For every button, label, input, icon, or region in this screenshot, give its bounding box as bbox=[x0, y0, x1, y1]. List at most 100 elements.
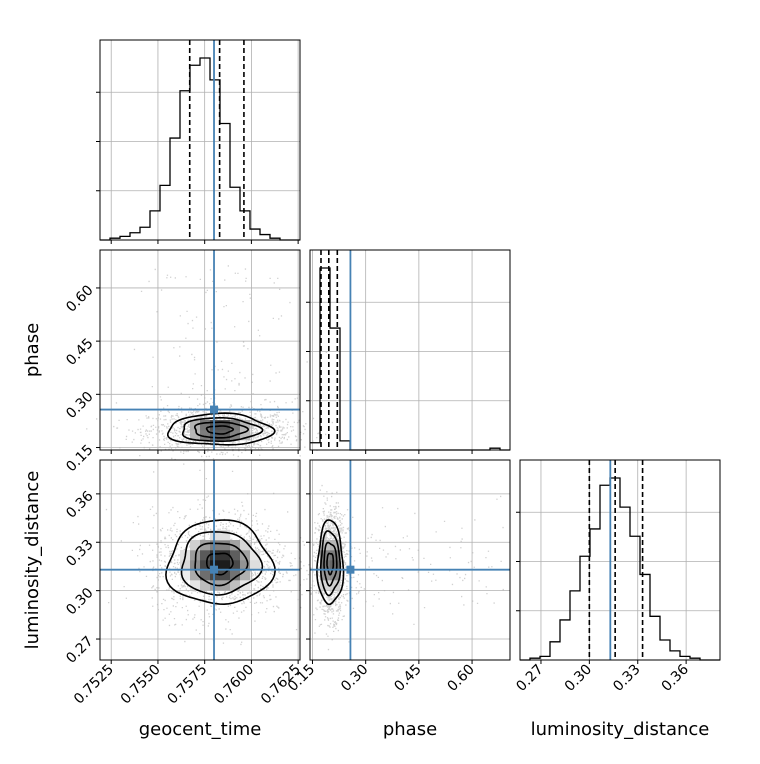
density-cell bbox=[330, 560, 341, 571]
x-axis-label: luminosity_distance bbox=[531, 719, 710, 740]
density-cell bbox=[210, 570, 221, 581]
density-cell bbox=[210, 560, 221, 571]
joint-panel-geocent_time-luminosity_distance bbox=[100, 460, 300, 660]
density-cell bbox=[200, 570, 211, 581]
y-axis-label: phase bbox=[22, 323, 43, 377]
density-cell bbox=[230, 580, 241, 591]
x-tick-label: 0.36 bbox=[659, 661, 692, 694]
density-cell bbox=[230, 560, 241, 571]
density-cell bbox=[220, 430, 231, 441]
density-cell bbox=[190, 570, 201, 581]
density-cell bbox=[220, 540, 231, 551]
density-cell bbox=[320, 580, 331, 591]
x-axis-label: phase bbox=[383, 719, 437, 740]
density-cell bbox=[240, 550, 251, 561]
density-cell bbox=[200, 420, 211, 431]
density-cell bbox=[210, 550, 221, 561]
x-axis-label: geocent_time bbox=[139, 719, 262, 740]
contour-line bbox=[167, 412, 276, 446]
panel-frame bbox=[99, 249, 301, 451]
density-cell bbox=[200, 540, 211, 551]
y-tick-label: 0.30 bbox=[63, 389, 96, 422]
contour-line bbox=[180, 531, 264, 596]
density-cell bbox=[240, 540, 251, 551]
density-cell bbox=[220, 560, 231, 571]
contour-line bbox=[193, 421, 250, 439]
histogram-phase bbox=[310, 267, 510, 451]
density-cell bbox=[220, 550, 231, 561]
density-cell bbox=[200, 430, 211, 441]
density-cell bbox=[240, 570, 251, 581]
contour-line bbox=[206, 552, 234, 576]
density-cell bbox=[180, 560, 191, 571]
density-cell bbox=[240, 420, 251, 431]
density-cell bbox=[210, 420, 221, 431]
density-cell bbox=[190, 540, 201, 551]
density-cell bbox=[210, 530, 221, 541]
panel-frame bbox=[309, 459, 511, 661]
contour-line bbox=[326, 552, 335, 576]
truth-marker bbox=[210, 405, 219, 414]
density-cell bbox=[190, 580, 201, 591]
contour-line bbox=[165, 519, 276, 606]
density-cell bbox=[330, 550, 341, 561]
y-axis-label: luminosity_distance bbox=[22, 471, 43, 650]
panel-frame bbox=[99, 39, 301, 241]
contour-line bbox=[181, 417, 264, 442]
density-cell bbox=[240, 430, 251, 441]
density-cell bbox=[220, 420, 231, 431]
density-cell bbox=[200, 550, 211, 561]
panel-frame bbox=[519, 459, 721, 661]
contour-line bbox=[205, 425, 235, 435]
density-cell bbox=[190, 430, 201, 441]
y-tick-label: 0.60 bbox=[63, 282, 96, 315]
x-tick-label: 0.30 bbox=[338, 662, 371, 695]
density-cell bbox=[230, 420, 241, 431]
density-cell bbox=[210, 430, 221, 441]
density-cell bbox=[200, 560, 211, 571]
truth-marker bbox=[346, 565, 355, 574]
histogram-geocent_time bbox=[100, 57, 300, 241]
scatter-layer bbox=[86, 265, 504, 651]
contour-line bbox=[319, 530, 342, 597]
x-tick-label: 0.60 bbox=[445, 662, 478, 695]
x-tick-label: 0.45 bbox=[391, 662, 424, 695]
x-tick-label: 0.7525 bbox=[71, 662, 117, 708]
density-cell bbox=[250, 560, 261, 571]
density-cell bbox=[200, 580, 211, 591]
density-cell bbox=[220, 570, 231, 581]
panel-frame bbox=[99, 459, 301, 661]
y-tick-label: 0.15 bbox=[63, 442, 96, 475]
y-tick-label: 0.45 bbox=[63, 335, 96, 368]
x-tick-label: 0.7600 bbox=[211, 662, 257, 708]
density-cell bbox=[330, 540, 341, 551]
joint-panel-phase-luminosity_distance bbox=[310, 460, 510, 660]
density-cell bbox=[230, 540, 241, 551]
main-layer: 0.7525 0.7550 0.7575 0.7600 0.7625geocent_ti… bbox=[22, 39, 721, 740]
x-tick-label: 0.7575 bbox=[165, 662, 211, 708]
density-cell bbox=[180, 570, 191, 581]
y-tick-label: 0.30 bbox=[63, 585, 96, 618]
joint-panel-geocent_time-phase bbox=[100, 250, 300, 450]
x-tick-label: 0.33 bbox=[610, 662, 643, 695]
y-tick-label: 0.27 bbox=[63, 633, 96, 666]
y-tick-label: 0.33 bbox=[63, 537, 96, 570]
contour-line bbox=[323, 541, 338, 587]
contour-line bbox=[194, 542, 249, 587]
x-tick-label: 0.30 bbox=[562, 662, 595, 695]
panel-frame bbox=[309, 249, 511, 451]
density-cell bbox=[230, 550, 241, 561]
density-cell bbox=[220, 530, 231, 541]
x-tick-label: 0.7550 bbox=[118, 662, 164, 708]
density-cell bbox=[210, 540, 221, 551]
truth-marker bbox=[210, 565, 219, 574]
density-cell bbox=[250, 550, 261, 561]
histogram-luminosity_distance bbox=[520, 477, 720, 661]
density-cell bbox=[330, 580, 341, 591]
x-tick-label: 0.27 bbox=[513, 662, 546, 695]
density-cell bbox=[240, 560, 251, 571]
y-tick-label: 0.36 bbox=[63, 488, 96, 521]
density-cell bbox=[320, 560, 331, 571]
density-cell bbox=[230, 570, 241, 581]
